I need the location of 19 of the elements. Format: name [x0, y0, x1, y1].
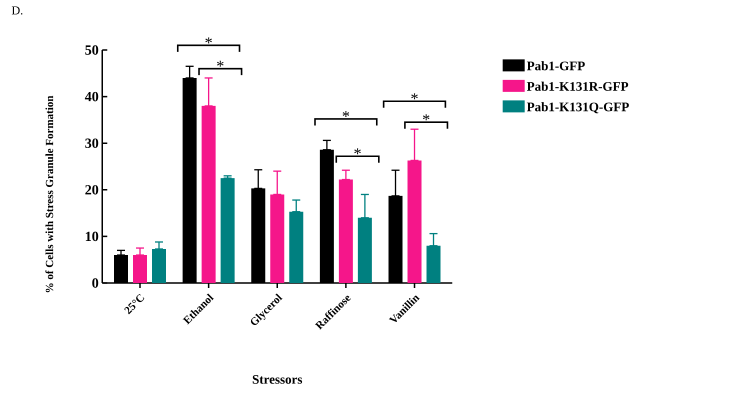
y-tick-label: 30 [85, 138, 98, 148]
annotation: * [422, 114, 430, 120]
legend-label: Pab1-K131R-GFP [526, 82, 628, 91]
annotation: * [342, 111, 350, 117]
x-axis-title: Stressors [252, 375, 302, 384]
y-tick-label: 10 [86, 232, 98, 242]
y-axis-title: % of Cells with Stress Granule Formation [45, 96, 54, 292]
annotation: * [354, 148, 361, 154]
text: * [205, 37, 212, 44]
legend-label: Pab1-GFP [526, 61, 585, 70]
legend-label: Pab1-K131Q-GFP [526, 102, 629, 114]
bar [220, 178, 235, 283]
annotation: * [411, 93, 418, 100]
y-tick-label: 50 [85, 45, 98, 55]
y-tick-label: 20 [85, 185, 98, 195]
y-tick-label: 40 [84, 92, 98, 102]
text: D. [12, 6, 22, 15]
annotation: * [217, 60, 224, 67]
y-tick-label: 0 [92, 278, 98, 288]
